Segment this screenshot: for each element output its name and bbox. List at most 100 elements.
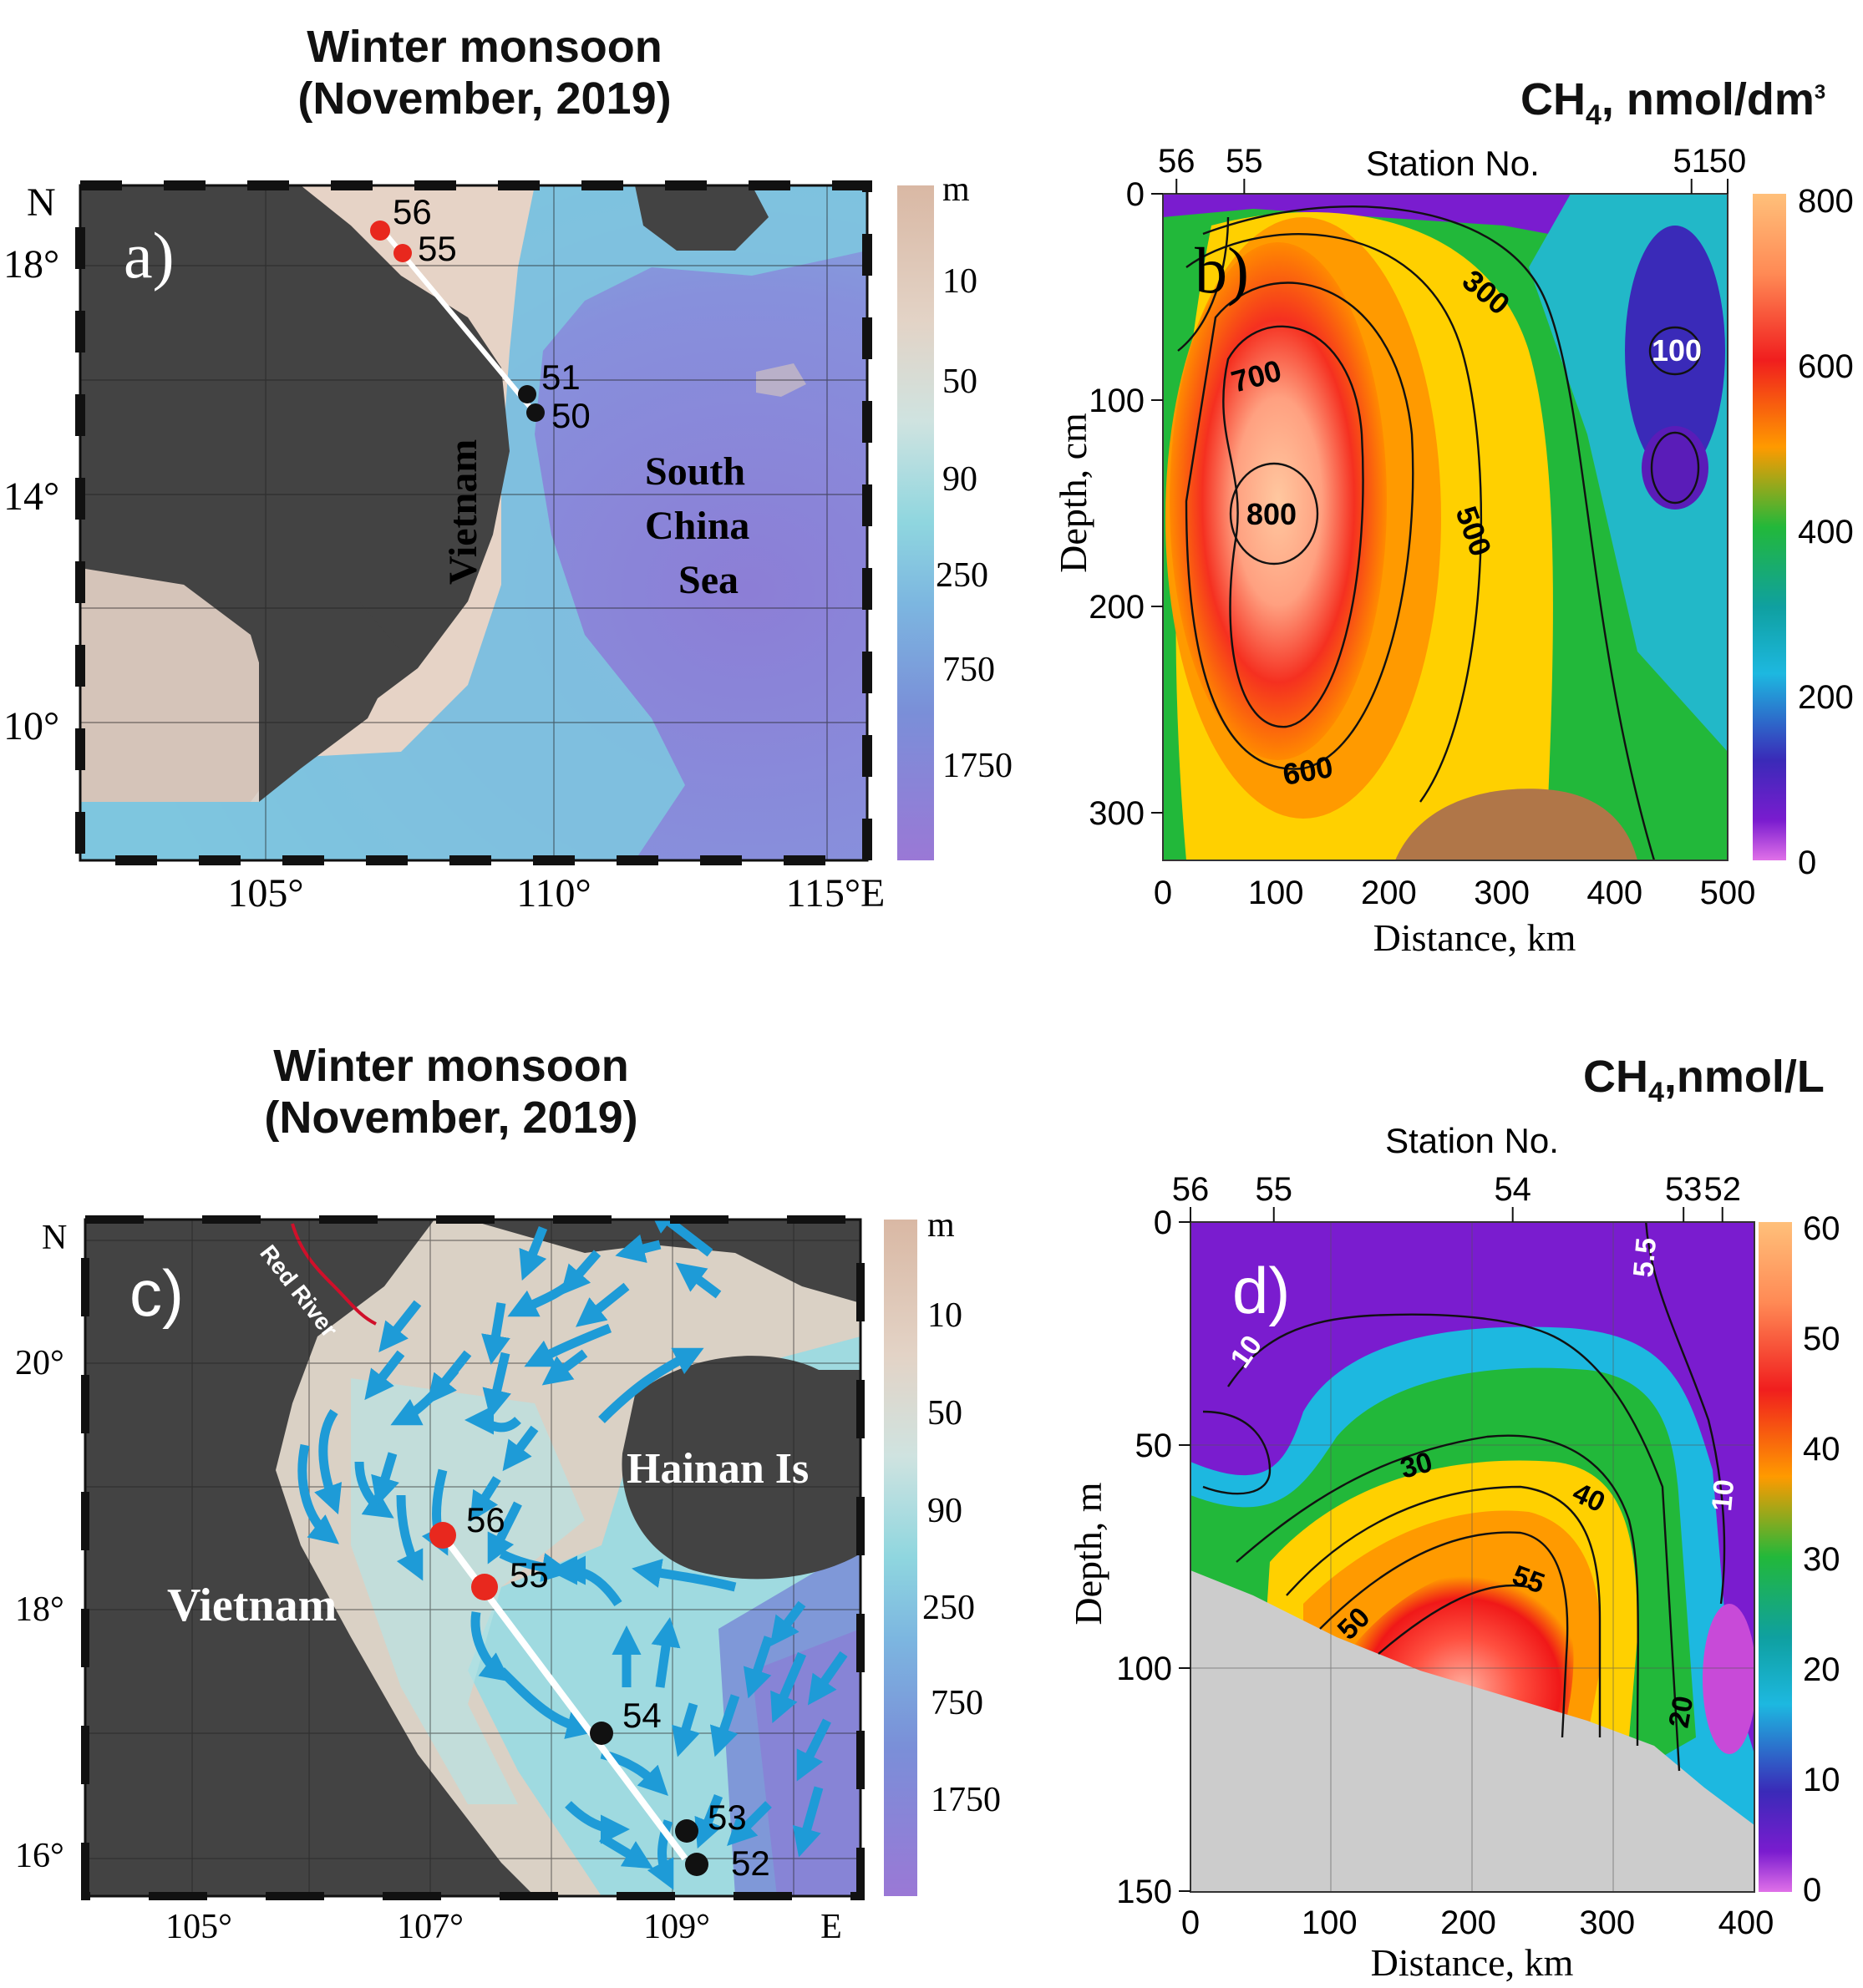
panel-d-y-ticks: 0 50 100 150 [1116, 1204, 1190, 1910]
panel-a-station-56-dot [370, 221, 390, 241]
panel-a-station-55-label: 55 [418, 229, 457, 268]
panel-d-unit-sub: 4 [1648, 1076, 1664, 1108]
panel-a-station-51-label: 51 [541, 358, 581, 397]
panel_b-colorbar-tick-0: 0 [1798, 844, 1816, 881]
panel-b-label: b) [1195, 234, 1249, 307]
panel-b-colorbar [1753, 194, 1786, 860]
panel_b-y-tick-0: 0 [1126, 176, 1145, 213]
panel-d-colorbar [1759, 1222, 1792, 1892]
panel_d-y-tick-100: 100 [1116, 1651, 1172, 1687]
panel-a-sea-line1: South [645, 449, 745, 494]
panel-a-station-51-dot [518, 385, 536, 403]
panel-c-station-54-dot [590, 1722, 613, 1745]
panel_d-y-tick-50: 50 [1135, 1428, 1173, 1464]
panel-a-lat-14: 14° [3, 474, 59, 519]
panel_b-colorbar-tick-200: 200 [1798, 679, 1854, 716]
panel_b-y-tick-100: 100 [1089, 383, 1145, 419]
panel-c-station-53-label: 53 [708, 1798, 747, 1837]
panel_b-station-label-51: 51 [1673, 143, 1710, 180]
panel-d-x-axis-title: Distance, km [1371, 1941, 1574, 1984]
panel-d-contour-5-5: 5.5 [1627, 1236, 1662, 1278]
panel-c-island-label: Hainan Is [627, 1445, 809, 1493]
panel-a-title: Winter monsoon (November, 2019) [276, 21, 693, 124]
panel-c-title: Winter monsoon (November, 2019) [242, 1040, 660, 1144]
panel-d-station-axis-title: Station No. [1385, 1121, 1559, 1160]
panel-c-land-vietnam [85, 1220, 535, 1896]
panel-c-map: 56 55 54 53 52 c) Red River Hainan Is Vi… [15, 1206, 1001, 1946]
panel-c-lat-20: 20° [15, 1344, 64, 1382]
panel-b-y-ticks: 0 100 200 300 [1089, 176, 1163, 832]
panel_b-x-tick-200: 200 [1361, 875, 1417, 911]
panel-a-depth-90: 90 [942, 460, 977, 499]
panel_d-x-tick-300: 300 [1579, 1904, 1635, 1941]
panel-d-label: d) [1232, 1254, 1290, 1327]
panel-c-lon-109: 109° [643, 1908, 710, 1946]
panel-c-depth-90: 90 [927, 1492, 962, 1530]
panel_d-station-label-54: 54 [1494, 1171, 1531, 1208]
panel-d-unit-title: CH4,nmol/L [1583, 1051, 1825, 1109]
panel-a-land-south [259, 601, 401, 802]
panel-c-lat-16: 16° [15, 1837, 64, 1875]
panel-b-x-ticks: 0 100 200 300 400 500 [1154, 875, 1756, 911]
panel-b-colorbar-ticks: 800 600 400 200 0 [1798, 183, 1854, 881]
panel-b-unit-sub: 4 [1586, 99, 1602, 131]
panel_b-y-tick-200: 200 [1089, 589, 1145, 626]
panel-c-station-55-dot [471, 1574, 498, 1600]
panel-a-depth-50: 50 [942, 363, 977, 401]
panel-c-title-line1: Winter monsoon [273, 1041, 629, 1091]
panel_b-x-tick-400: 400 [1586, 875, 1642, 911]
panel-b-y-axis-title: Depth, cm [1052, 413, 1094, 573]
panel-a-sea-line3: Sea [678, 558, 739, 602]
panel-c-country-label: Vietnam [167, 1580, 337, 1631]
panel_d-x-tick-0: 0 [1181, 1904, 1200, 1941]
panel-c-north-label: N [42, 1219, 67, 1257]
panel-c-depth-750: 750 [931, 1684, 983, 1722]
panel-a-hainan [635, 185, 769, 251]
panel-c-lon-e: E [820, 1908, 842, 1946]
panel_d-colorbar-tick-0: 0 [1803, 1872, 1821, 1909]
panel-c-depth-colorbar [884, 1220, 917, 1896]
panel_d-colorbar-tick-40: 40 [1803, 1431, 1840, 1468]
panel_d-x-tick-400: 400 [1718, 1904, 1774, 1941]
panel-c-station-52-dot [685, 1853, 708, 1876]
panel-b-sediment [1395, 789, 1637, 860]
panel-a-map: 56 55 51 50 a) Vietnam South China Sea N… [3, 170, 1013, 915]
panel-d-unit-prefix: CH [1583, 1052, 1648, 1102]
panel-a-title-line2: (November, 2019) [297, 74, 672, 124]
panel-a-depth-1750: 1750 [942, 747, 1013, 785]
panel-b-station-axis-title: Station No. [1366, 144, 1540, 183]
panel_b-colorbar-tick-600: 600 [1798, 348, 1854, 385]
panel-b-unit-prefix: CH [1520, 74, 1586, 124]
panel_d-station-label-56: 56 [1172, 1171, 1210, 1208]
panel_b-station-label-56: 56 [1158, 143, 1195, 180]
panel-d-x-ticks: 0 100 200 300 400 [1181, 1904, 1774, 1941]
panel-b-unit-sup: 3 [1814, 81, 1826, 104]
panel_d-y-tick-0: 0 [1154, 1204, 1172, 1241]
panel-d-contour-10-right: 10 [1706, 1478, 1740, 1513]
panel_b-colorbar-tick-800: 800 [1798, 183, 1854, 220]
panel-c-depth-250: 250 [922, 1589, 975, 1627]
panel-a-country-label: Vietnam [441, 439, 485, 585]
panel_d-y-tick-150: 150 [1116, 1874, 1172, 1910]
panel_b-x-tick-100: 100 [1248, 875, 1304, 911]
panel-a-depth-250: 250 [936, 556, 988, 595]
panel-c-station-53-dot [675, 1819, 698, 1843]
panel-d-contour-20: 20 [1662, 1694, 1699, 1731]
panel-c-depth-1750: 1750 [931, 1781, 1001, 1819]
panel_b-x-tick-500: 500 [1700, 875, 1756, 911]
panel-a-depth-colorbar [897, 185, 934, 860]
panel-c-station-56-dot [429, 1522, 456, 1549]
panel-b-section: 300 100 700 800 500 600 b) Station No. 5… [1052, 143, 1854, 959]
panel-b-unit-rest: , nmol/dm [1601, 74, 1815, 124]
panel-a-depth-750: 750 [942, 651, 995, 689]
panel-c-title-line2: (November, 2019) [264, 1093, 638, 1143]
panel-b-contour-100: 100 [1652, 333, 1702, 368]
panel-c-label: c) [129, 1256, 184, 1330]
panel-c-depth-unit: m [927, 1206, 955, 1245]
panel-c-lon-107: 107° [397, 1908, 464, 1946]
panel-a-label: a) [124, 219, 175, 292]
panel-c-lon-105: 105° [165, 1908, 232, 1946]
panel_d-x-tick-200: 200 [1440, 1904, 1496, 1941]
panel-a-lon-115: 115°E [786, 871, 886, 915]
